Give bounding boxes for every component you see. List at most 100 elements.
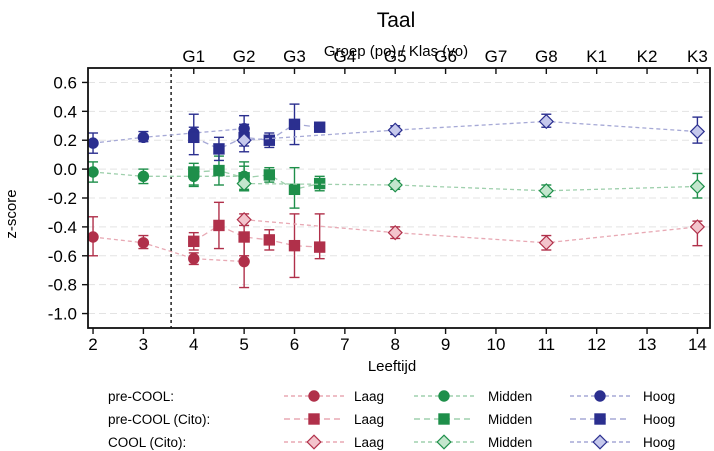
legend-entry-label: Laag [354, 412, 384, 427]
data-point [188, 252, 200, 265]
data-point [689, 219, 706, 235]
legend-entry-label: Midden [488, 435, 532, 450]
y-tick-label: -0.8 [48, 276, 77, 295]
x-tick-label: 9 [441, 335, 450, 354]
x-tick-label: 14 [688, 335, 707, 354]
series-diamond-laag [236, 212, 706, 251]
legend-marker [308, 413, 320, 425]
y-tick-label: -0.4 [48, 218, 77, 237]
data-point [689, 178, 706, 195]
legend-row-label: COOL (Cito): [108, 435, 186, 450]
series-square-laag [188, 201, 326, 279]
y-axis-label: z-score [3, 189, 20, 238]
data-point [188, 166, 200, 178]
data-point [188, 131, 200, 144]
data-point [87, 231, 99, 243]
data-point [188, 235, 200, 248]
x-tick-label: 4 [189, 335, 198, 354]
top-tick-label: K2 [637, 47, 658, 66]
y-tick-label: -0.6 [48, 247, 77, 266]
series-line [244, 120, 698, 141]
legend-marker [438, 413, 450, 425]
series-line [244, 219, 698, 244]
x-tick-label: 3 [139, 335, 148, 354]
y-tick-label: 0.2 [53, 131, 77, 150]
x-tick-label: 5 [239, 335, 248, 354]
data-point [213, 143, 225, 155]
data-point [288, 239, 301, 252]
legend-entry-label: Hoog [643, 389, 675, 404]
top-tick-label: G1 [182, 47, 205, 66]
x-tick-label: 6 [290, 335, 299, 354]
top-axis-label: Groep (po) / Klas (vo) [324, 43, 468, 60]
x-tick-label: 7 [340, 335, 349, 354]
top-tick-label: K1 [586, 47, 607, 66]
x-tick-label: 11 [537, 335, 555, 354]
series-square-midden [188, 155, 326, 209]
data-point [137, 237, 150, 249]
chart-title: Taal [377, 9, 416, 32]
data-point [538, 235, 554, 251]
legend-entry-label: Hoog [643, 435, 675, 450]
legend-marker [594, 413, 606, 425]
data-point [263, 169, 276, 181]
top-tick-label: K3 [687, 47, 708, 66]
series-diamond-midden [236, 172, 706, 199]
legend-row-label: pre-COOL: [108, 389, 174, 404]
legend-entry-label: Laag [354, 435, 384, 450]
series-layer [87, 103, 706, 289]
data-point [288, 183, 301, 196]
legend-marker [306, 434, 322, 450]
legend: pre-COOL: Laag Midden Hoog pre-COOL (Cito): L… [108, 389, 675, 450]
series-square-hoog [188, 103, 326, 162]
legend-marker [436, 434, 452, 450]
top-tick-label: G7 [485, 47, 508, 66]
series-circle-hoog [87, 114, 250, 154]
series-line [244, 182, 698, 192]
data-point [236, 175, 252, 192]
y-tick-label: 0.0 [53, 160, 77, 179]
axes: 0.6 0.4 0.2 0.0 -0.2 -0.4 -0.6 -0.8 -1.0 2 3 4 5 6 7 8 9… [48, 47, 708, 354]
y-tick-label: 0.6 [53, 73, 77, 92]
top-tick-label: G8 [535, 47, 558, 66]
data-point [87, 137, 99, 149]
data-point [313, 177, 326, 190]
series-line [92, 236, 245, 263]
series-circle-laag [87, 216, 250, 289]
x-tick-label: 10 [486, 335, 505, 354]
legend-entry-label: Midden [488, 389, 532, 404]
data-point [238, 255, 250, 268]
data-point [538, 113, 554, 130]
data-point [538, 183, 554, 199]
top-tick-label: G6 [434, 47, 457, 66]
data-point [263, 234, 276, 246]
data-point [387, 177, 403, 193]
legend-entry-label: Laag [354, 389, 384, 404]
series-diamond-hoog [236, 113, 706, 148]
data-point [288, 118, 301, 131]
data-point [238, 231, 250, 243]
gridlines [88, 81, 710, 315]
top-tick-label: G2 [233, 47, 256, 66]
y-tick-label: -1.0 [48, 305, 77, 324]
series-line [193, 169, 320, 191]
x-tick-label: 12 [587, 335, 606, 354]
data-point [387, 225, 403, 241]
series-line [92, 128, 245, 144]
series-circle-midden [87, 161, 250, 192]
top-tick-label: G5 [384, 47, 407, 66]
legend-row-label: pre-COOL (Cito): [108, 412, 210, 427]
x-tick-label: 13 [638, 335, 657, 354]
data-point [387, 122, 403, 138]
legend-marker [438, 390, 450, 402]
data-point [236, 212, 252, 228]
x-tick-label: 8 [390, 335, 399, 354]
y-tick-label: -0.2 [48, 189, 77, 208]
data-point [87, 166, 99, 178]
y-tick-label: 0.4 [53, 102, 77, 121]
data-point [263, 134, 276, 146]
data-point [213, 219, 225, 232]
x-axis-label: Leeftijd [368, 358, 416, 375]
data-point [689, 123, 706, 140]
